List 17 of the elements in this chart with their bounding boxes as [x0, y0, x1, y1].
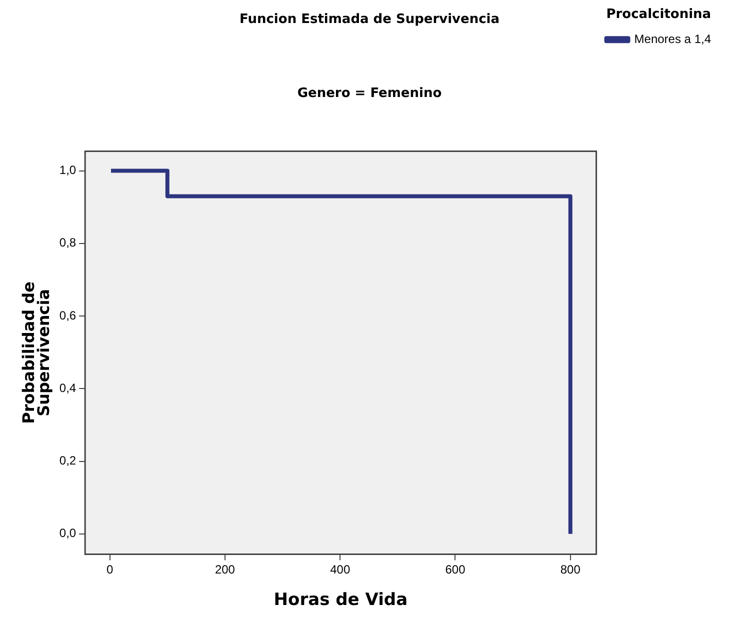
- x-tick-label: 600: [445, 562, 466, 577]
- chart-subtitle: Genero = Femenino: [297, 86, 442, 101]
- y-tick-label: 1,0: [59, 163, 76, 178]
- x-tick-label: 400: [330, 562, 350, 577]
- x-tick-label: 200: [214, 562, 236, 577]
- y-axis-title: Probabilidad de Supervivencia: [18, 281, 53, 424]
- y-tick-label: 0,8: [59, 236, 76, 250]
- y-tick-label: 0,6: [59, 308, 76, 322]
- x-tick-label: 800: [560, 562, 581, 577]
- x-tick-label: 0: [106, 562, 114, 577]
- x-axis-title: Horas de Vida: [274, 590, 408, 610]
- legend-label: Menores a 1,4: [634, 32, 712, 46]
- y-tick-label: 0,2: [59, 454, 76, 468]
- legend-title: Procalcitonina: [606, 6, 712, 22]
- y-tick-label: 0,0: [59, 526, 76, 540]
- y-tick-label: 0,4: [59, 380, 76, 395]
- chart-title: Funcion Estimada de Supervivencia: [239, 12, 500, 28]
